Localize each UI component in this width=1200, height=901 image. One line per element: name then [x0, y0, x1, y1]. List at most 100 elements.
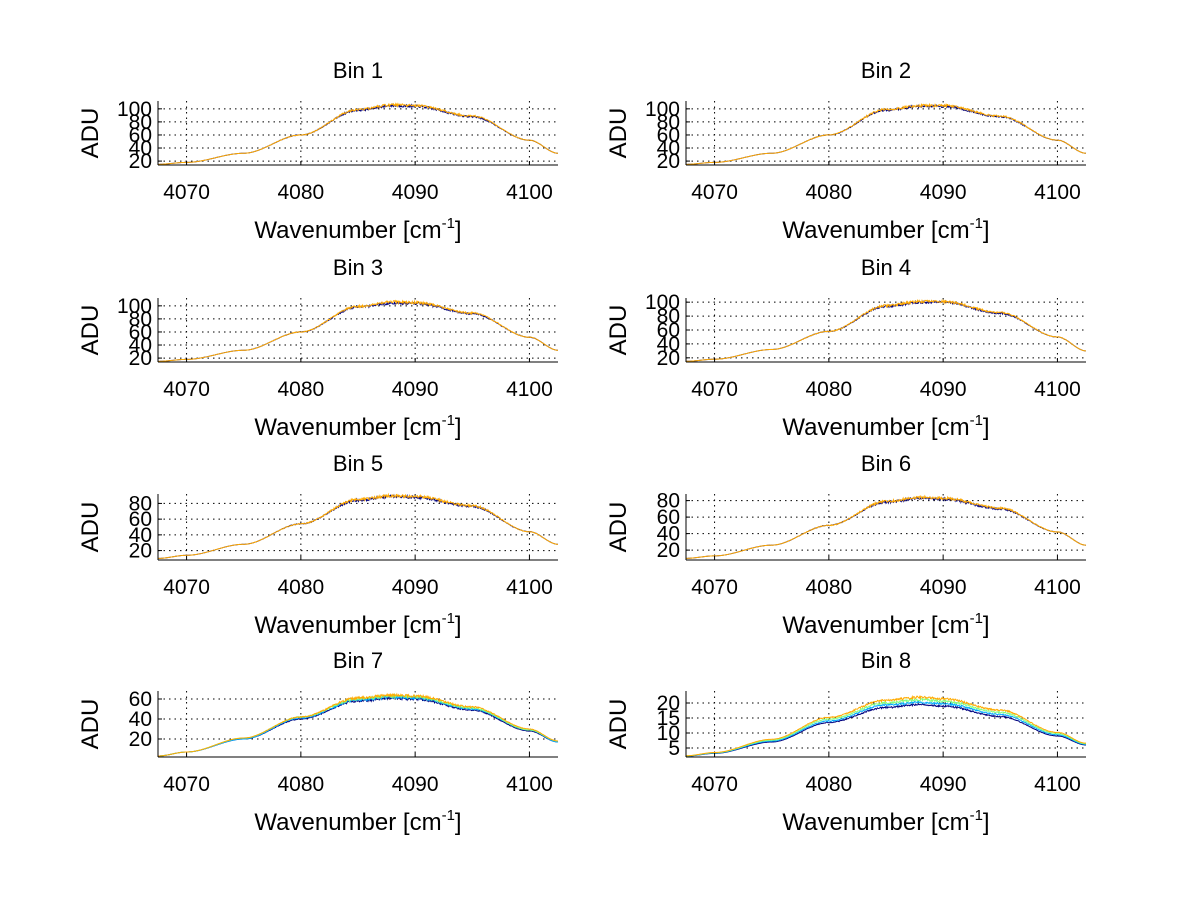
y-axis-label: ADU: [77, 699, 104, 750]
y-axis-label: ADU: [605, 502, 632, 553]
subplot-title: Bin 6: [861, 451, 911, 476]
series-line: [158, 692, 559, 757]
x-tick-label: 4070: [691, 576, 738, 599]
x-axis-label-superscript: -1: [442, 807, 455, 824]
y-tick-label: 60: [657, 506, 680, 529]
x-axis-label-text: Wavenumber [cm: [254, 809, 441, 836]
series-line: [686, 299, 1087, 362]
y-tick-label: 80: [129, 492, 152, 515]
series-line: [685, 103, 1087, 165]
y-tick-label: 80: [129, 308, 152, 331]
y-tick-label: 20: [129, 728, 152, 751]
x-tick-label: 4070: [691, 773, 738, 796]
x-tick-label: 4080: [277, 773, 324, 796]
x-tick-label: 4100: [1034, 181, 1081, 204]
x-tick-label: 4080: [277, 181, 324, 204]
x-axis-label-superscript: -1: [442, 610, 455, 627]
x-tick-label: 4090: [920, 181, 967, 204]
y-tick-label: 40: [129, 708, 152, 731]
x-tick-label: 4070: [163, 181, 210, 204]
series-line: [158, 492, 559, 559]
x-tick-label: 4090: [920, 576, 967, 599]
y-tick-label: 100: [645, 98, 680, 121]
x-tick-label: 4100: [506, 576, 553, 599]
x-tick-label: 4100: [506, 378, 553, 401]
x-tick-label: 4090: [392, 576, 439, 599]
x-axis-label-text: Wavenumber [cm: [254, 414, 441, 441]
series-line: [157, 300, 559, 362]
x-tick-label: 4090: [392, 773, 439, 796]
x-tick-label: 4090: [392, 378, 439, 401]
y-tick-label: 60: [657, 319, 680, 342]
series-line: [157, 102, 559, 165]
x-tick-label: 4070: [691, 181, 738, 204]
x-axis-label: Wavenumber [cm-1]: [254, 610, 461, 639]
x-tick-label: 4080: [277, 576, 324, 599]
y-tick-label: 40: [657, 523, 680, 546]
x-tick-label: 4070: [163, 773, 210, 796]
x-axis-label-close: ]: [455, 414, 462, 441]
x-tick-label: 4090: [392, 181, 439, 204]
series-line: [158, 694, 559, 757]
y-tick-label: 60: [129, 508, 152, 531]
series-line: [686, 703, 1087, 757]
x-axis-label: Wavenumber [cm-1]: [254, 807, 461, 836]
subplot-title: Bin 2: [861, 58, 911, 83]
subplot-title: Bin 5: [333, 451, 383, 476]
y-tick-label: 100: [117, 98, 152, 121]
y-tick-label: 60: [129, 321, 152, 344]
series-line: [686, 694, 1086, 757]
y-tick-label: 100: [645, 291, 680, 314]
y-tick-label: 80: [657, 111, 680, 134]
x-tick-label: 4100: [1034, 576, 1081, 599]
y-tick-label: 60: [129, 124, 152, 147]
x-axis-label-text: Wavenumber [cm: [254, 217, 441, 244]
y-tick-label: 20: [129, 540, 152, 563]
x-axis-label-superscript: -1: [442, 412, 455, 429]
x-tick-label: 4100: [1034, 378, 1081, 401]
y-tick-label: 80: [129, 111, 152, 134]
x-tick-label: 4080: [805, 773, 852, 796]
x-axis-label-close: ]: [983, 809, 990, 836]
x-tick-label: 4070: [691, 378, 738, 401]
series-line: [686, 298, 1087, 362]
subplot-title: Bin 8: [861, 648, 911, 673]
series-line: [685, 102, 1087, 165]
y-tick-label: 80: [657, 305, 680, 328]
y-tick-label: 40: [657, 137, 680, 160]
y-axis-label: ADU: [77, 305, 104, 356]
y-tick-label: 40: [657, 333, 680, 356]
x-axis-label-close: ]: [983, 217, 990, 244]
x-axis-label-text: Wavenumber [cm: [782, 809, 969, 836]
series-line: [686, 494, 1087, 559]
x-tick-label: 4080: [277, 378, 324, 401]
y-tick-label: 20: [657, 692, 680, 715]
series-line: [158, 695, 559, 757]
series-line: [686, 496, 1087, 559]
y-axis-label: ADU: [77, 502, 104, 553]
x-tick-label: 4100: [506, 773, 553, 796]
x-tick-label: 4070: [163, 576, 210, 599]
y-tick-label: 20: [129, 150, 152, 173]
x-tick-label: 4090: [920, 773, 967, 796]
x-tick-label: 4080: [805, 181, 852, 204]
y-tick-label: 15: [657, 707, 680, 730]
x-axis-label-superscript: -1: [970, 807, 983, 824]
x-axis-label-close: ]: [983, 414, 990, 441]
series-line: [157, 299, 559, 362]
x-axis-label: Wavenumber [cm-1]: [254, 215, 461, 244]
x-axis-label-close: ]: [455, 809, 462, 836]
x-axis-label-text: Wavenumber [cm: [782, 217, 969, 244]
x-axis-label: Wavenumber [cm-1]: [254, 412, 461, 441]
y-axis-label: ADU: [77, 108, 104, 159]
y-tick-label: 20: [657, 539, 680, 562]
y-tick-label: 10: [657, 722, 680, 745]
x-axis-label-text: Wavenumber [cm: [782, 612, 969, 639]
subplot-title: Bin 1: [333, 58, 383, 83]
